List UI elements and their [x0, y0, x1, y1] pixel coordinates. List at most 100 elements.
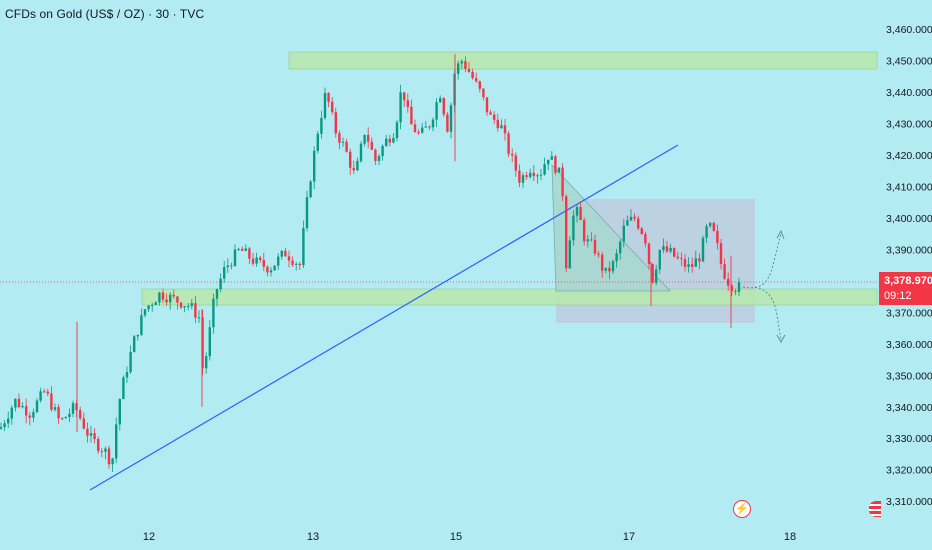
candle-body: [518, 170, 521, 183]
support-zone[interactable]: [141, 288, 878, 306]
candle-body: [712, 222, 715, 231]
candle-body: [647, 243, 651, 264]
candle-body: [460, 61, 463, 64]
candle-body: [93, 433, 96, 439]
triangle-drawing[interactable]: [551, 163, 671, 292]
candle-body: [259, 257, 262, 260]
candle-body: [165, 299, 168, 303]
candle-body: [709, 222, 712, 227]
candle-body: [25, 406, 28, 416]
projection-down-path: [754, 286, 782, 340]
candle-body: [143, 309, 147, 316]
candle-body: [89, 433, 93, 436]
candle-body: [464, 61, 467, 69]
candle-body: [284, 250, 287, 257]
candle-body: [86, 428, 89, 436]
candle-body: [313, 150, 316, 182]
candle-body: [377, 156, 381, 161]
candle-body: [295, 263, 298, 265]
candle-body: [154, 302, 157, 306]
time-tick-label: 18: [784, 531, 796, 543]
candle-body: [507, 133, 510, 154]
time-tick-label: 12: [143, 531, 155, 543]
candle-body: [471, 71, 474, 79]
candle-body: [79, 410, 82, 419]
candle-body: [158, 292, 161, 303]
candle-body: [737, 282, 741, 292]
candle-body: [129, 352, 132, 373]
candle-body: [701, 237, 705, 262]
candle-body: [406, 100, 409, 107]
candle-body: [572, 215, 575, 241]
candle-body: [543, 164, 546, 175]
time-axis[interactable]: 12 13 15 17 18: [143, 531, 796, 543]
candle-body: [622, 225, 625, 242]
candle-body: [0, 427, 3, 429]
candle-body: [579, 206, 582, 221]
price-tick-label: 3,330.000: [886, 433, 932, 445]
candle-body: [53, 407, 57, 410]
ascending-trendline[interactable]: [89, 144, 679, 491]
candle-body: [597, 253, 600, 255]
candle-body: [719, 243, 723, 265]
candle-body: [532, 172, 535, 177]
price-tick-label: 3,360.000: [886, 339, 932, 351]
candle-body: [395, 122, 399, 139]
candle-body: [467, 68, 471, 72]
candle-body: [658, 250, 661, 270]
candle-body: [637, 218, 640, 229]
candle-body: [529, 172, 532, 177]
candle-body: [680, 258, 683, 260]
candle-body: [133, 336, 136, 353]
candle-body: [269, 270, 273, 273]
time-tick-label: 15: [450, 531, 462, 543]
candle-body: [428, 126, 431, 128]
candle-body: [125, 372, 129, 378]
candle-body: [331, 101, 334, 113]
candles-group: [0, 54, 741, 473]
candle-body: [493, 114, 496, 120]
candle-body: [482, 88, 485, 98]
price-axis[interactable]: 3,460.000 3,450.000 3,440.000 3,430.000 3,42…: [886, 24, 932, 508]
resistance-zone[interactable]: [288, 51, 878, 70]
candle-body: [17, 398, 21, 408]
candle-body: [194, 303, 197, 318]
candle-body: [363, 134, 366, 144]
candle-body: [575, 206, 579, 216]
candle-body: [730, 285, 733, 292]
candle-body: [439, 98, 442, 103]
candle-body: [64, 417, 67, 419]
candle-body: [485, 97, 489, 113]
candle-body: [554, 156, 557, 173]
us-flag-icon[interactable]: [869, 501, 881, 517]
candle-body: [608, 267, 611, 272]
candle-body: [500, 125, 503, 129]
candle-body: [687, 264, 690, 267]
candle-body: [514, 155, 517, 171]
price-tick-label: 3,400.000: [886, 213, 932, 225]
bar-countdown: 09:12: [884, 290, 912, 302]
candle-body: [14, 398, 17, 408]
candle-body: [435, 102, 438, 120]
candle-body: [557, 167, 561, 173]
candle-body: [356, 161, 359, 171]
candle-body: [223, 267, 226, 279]
candle-body: [669, 247, 672, 252]
candle-body: [68, 413, 71, 418]
candle-body: [370, 141, 373, 150]
lightning-alert-icon[interactable]: ⚡: [733, 500, 751, 518]
candle-body: [302, 228, 305, 266]
candle-body: [21, 406, 24, 408]
candle-body: [345, 141, 348, 152]
candle-body: [705, 226, 708, 238]
candle-body: [716, 230, 719, 244]
chart-title: CFDs on Gold (US$ / OZ) · 30 · TVC: [5, 7, 205, 21]
candle-body: [691, 264, 694, 267]
candle-body: [410, 106, 413, 125]
candle-body: [489, 112, 492, 115]
candle-body: [71, 403, 75, 414]
candle-body: [392, 138, 395, 143]
candle-body: [10, 407, 13, 419]
